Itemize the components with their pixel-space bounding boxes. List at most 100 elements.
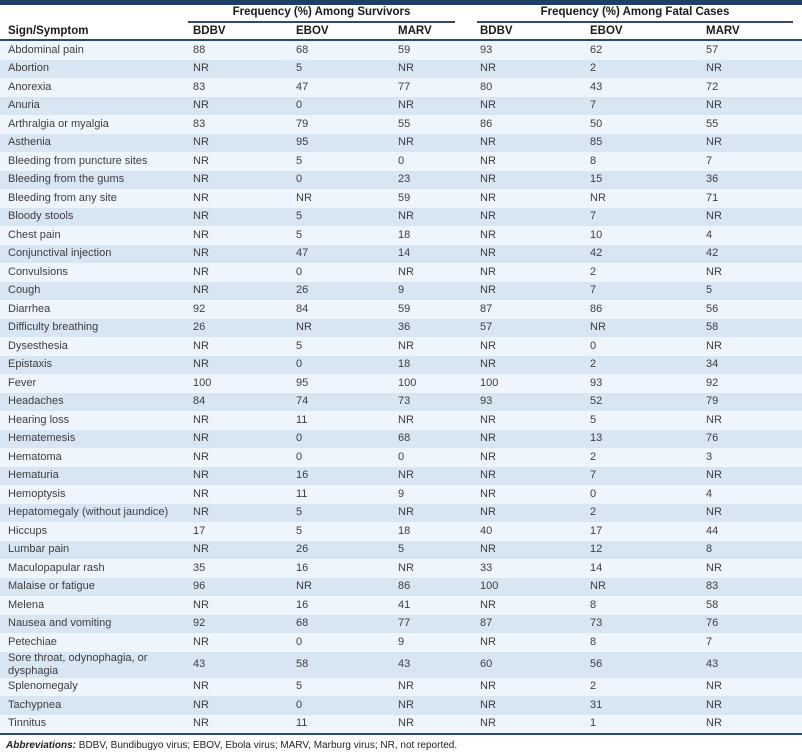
value-cell: 47 — [296, 80, 309, 93]
value-cell: 0 — [296, 358, 303, 371]
value-cell: 83 — [193, 80, 206, 93]
value-cell: NR — [480, 698, 496, 711]
value-cell: 11 — [296, 413, 308, 426]
value-cell: NR — [706, 413, 722, 426]
table-row: Hearing loss NR 11 NR NR 5 NR — [0, 411, 802, 430]
value-cell: NR — [296, 191, 312, 204]
symptom-cell: Diarrhea — [8, 302, 51, 315]
table-row: Maculopapular rash 35 16 NR 33 14 NR — [0, 559, 802, 578]
value-cell: 58 — [296, 658, 309, 670]
symptom-cell: Headaches — [8, 395, 64, 408]
value-cell: 95 — [296, 136, 309, 149]
abbreviations-label: Abbreviations: — [6, 740, 77, 751]
value-cell: 0 — [296, 173, 303, 186]
value-cell: 68 — [398, 432, 411, 445]
value-cell: 95 — [296, 376, 309, 389]
value-cell: 42 — [590, 247, 603, 260]
value-cell: 93 — [590, 376, 603, 389]
value-cell: NR — [193, 339, 209, 352]
value-cell: NR — [706, 99, 722, 112]
value-cell: 23 — [398, 173, 411, 186]
value-cell: 43 — [193, 658, 206, 670]
value-cell: NR — [193, 265, 209, 278]
value-cell: NR — [193, 210, 209, 223]
value-cell: 100 — [480, 376, 499, 389]
value-cell: 7 — [706, 154, 713, 167]
value-cell: NR — [480, 432, 496, 445]
symptom-cell: Fever — [8, 376, 37, 389]
value-cell: NR — [480, 154, 496, 167]
value-cell: 8 — [706, 543, 713, 556]
value-cell: 80 — [480, 80, 493, 93]
value-cell: NR — [590, 321, 606, 334]
symptom-cell: Hematoma — [8, 450, 62, 463]
symptom-cell: Abdominal pain — [8, 43, 84, 56]
value-cell: 7 — [590, 99, 597, 112]
value-cell: 0 — [590, 339, 597, 352]
value-cell: 74 — [296, 395, 309, 408]
value-cell: NR — [193, 284, 209, 297]
value-cell: 83 — [193, 117, 206, 130]
value-cell: 87 — [480, 302, 493, 315]
value-cell: NR — [193, 62, 209, 75]
symptom-cell: Bleeding from puncture sites — [8, 154, 148, 167]
symptom-cell: Arthralgia or myalgia — [8, 117, 109, 130]
table-row: Fever 100 95 100 100 93 92 — [0, 374, 802, 393]
symptom-cell: Tachypnea — [8, 698, 62, 711]
symptom-cell: Dysesthesia — [8, 339, 68, 352]
symptom-cell: Hematuria — [8, 469, 59, 482]
table-row: Hematemesis NR 0 68 NR 13 76 — [0, 429, 802, 448]
value-cell: NR — [706, 265, 722, 278]
value-cell: 5 — [296, 506, 303, 519]
table-row: Bleeding from the gums NR 0 23 NR 15 36 — [0, 170, 802, 189]
value-cell: NR — [398, 265, 414, 278]
symptom-cell: Anuria — [8, 99, 40, 112]
table-row: Hemoptysis NR 11 9 NR 0 4 — [0, 485, 802, 504]
value-cell: NR — [480, 413, 496, 426]
value-cell: NR — [398, 339, 414, 352]
symptom-cell: Cough — [8, 284, 41, 297]
value-cell: 5 — [296, 524, 303, 537]
value-cell: NR — [480, 265, 496, 278]
value-cell: 5 — [706, 284, 713, 297]
value-cell: 59 — [398, 302, 411, 315]
value-cell: NR — [480, 247, 496, 260]
value-cell: 18 — [398, 358, 411, 371]
table-row: Diarrhea 92 84 59 87 86 56 — [0, 300, 802, 319]
table-row: Chest pain NR 5 18 NR 10 4 — [0, 226, 802, 245]
value-cell: NR — [706, 680, 722, 693]
value-cell: NR — [480, 210, 496, 223]
value-cell: NR — [193, 99, 209, 112]
value-cell: 4 — [706, 487, 713, 500]
symptom-cell: Difficulty breathing — [8, 321, 99, 334]
value-cell: 5 — [296, 228, 303, 241]
value-cell: NR — [193, 635, 209, 648]
column-header-survivors-bdbv: BDBV — [185, 23, 288, 41]
abbreviations-footnote: Abbreviations: BDBV, Bundibugyo virus; E… — [0, 735, 802, 752]
group-header-survivors: Frequency (%) Among Survivors — [188, 5, 455, 23]
value-cell: 2 — [590, 450, 597, 463]
group-header-spacer — [0, 5, 185, 23]
value-cell: 33 — [480, 561, 493, 574]
value-cell: 8 — [590, 598, 597, 611]
symptom-cell: Malaise or fatigue — [8, 580, 95, 593]
value-cell: 2 — [590, 506, 597, 519]
value-cell: 43 — [398, 658, 411, 670]
value-cell: 7 — [706, 635, 713, 648]
column-header-fatal-marv: MARV — [698, 23, 802, 41]
value-cell: NR — [480, 99, 496, 112]
value-cell: 11 — [296, 717, 308, 730]
value-cell: NR — [706, 136, 722, 149]
symptom-cell: Bleeding from the gums — [8, 173, 125, 186]
value-cell: 7 — [590, 469, 597, 482]
table-row: Bloody stools NR 5 NR NR 7 NR — [0, 207, 802, 226]
value-cell: 0 — [398, 154, 405, 167]
value-cell: 15 — [590, 173, 603, 186]
table-row: Hepatomegaly (without jaundice) NR 5 NR NR 2 N… — [0, 503, 802, 522]
value-cell: 100 — [193, 376, 212, 389]
value-cell: NR — [706, 506, 722, 519]
symptom-cell: Sore throat, odynophagia, or dysphagia — [8, 651, 148, 677]
symptom-cell: Lumbar pain — [8, 543, 70, 556]
value-cell: 16 — [296, 561, 309, 574]
